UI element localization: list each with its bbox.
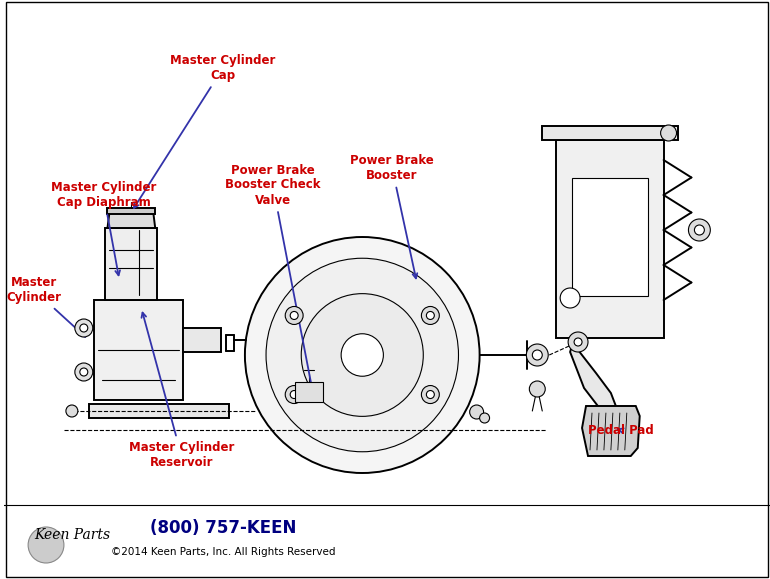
Circle shape <box>529 381 545 397</box>
Text: Master Cylinder
Cap: Master Cylinder Cap <box>134 54 276 208</box>
Polygon shape <box>570 338 616 410</box>
Circle shape <box>290 312 298 320</box>
Circle shape <box>80 368 88 376</box>
Text: Master Cylinder
Cap Diaphram: Master Cylinder Cap Diaphram <box>51 181 156 275</box>
Circle shape <box>75 363 92 381</box>
Circle shape <box>661 125 677 141</box>
Circle shape <box>285 306 303 324</box>
Text: Power Brake
Booster Check
Valve: Power Brake Booster Check Valve <box>225 163 320 395</box>
Circle shape <box>421 386 440 404</box>
Circle shape <box>290 390 298 398</box>
Polygon shape <box>542 126 678 140</box>
Circle shape <box>66 405 78 417</box>
Circle shape <box>480 413 490 423</box>
Circle shape <box>421 306 440 324</box>
Circle shape <box>568 332 588 352</box>
Polygon shape <box>108 208 156 214</box>
Circle shape <box>470 405 484 419</box>
Circle shape <box>75 319 92 337</box>
Circle shape <box>527 344 548 366</box>
Polygon shape <box>94 300 183 400</box>
Circle shape <box>266 258 458 452</box>
Circle shape <box>532 350 542 360</box>
Circle shape <box>560 288 580 308</box>
Text: Power Brake
Booster: Power Brake Booster <box>350 154 434 278</box>
Text: Master Cylinder
Reservoir: Master Cylinder Reservoir <box>129 313 234 469</box>
Circle shape <box>285 386 303 404</box>
Circle shape <box>427 390 434 398</box>
Text: Pedal Pad: Pedal Pad <box>588 423 654 437</box>
FancyBboxPatch shape <box>296 382 323 402</box>
Text: Master
Cylinder: Master Cylinder <box>7 276 85 337</box>
Circle shape <box>427 312 434 320</box>
Circle shape <box>341 334 383 376</box>
Polygon shape <box>105 228 157 300</box>
Circle shape <box>574 338 582 346</box>
Text: Keen Parts: Keen Parts <box>34 528 110 542</box>
Polygon shape <box>89 404 229 418</box>
Circle shape <box>688 219 711 241</box>
Text: (800) 757-KEEN: (800) 757-KEEN <box>150 519 296 537</box>
Text: ©2014 Keen Parts, Inc. All Rights Reserved: ©2014 Keen Parts, Inc. All Rights Reserv… <box>111 547 335 557</box>
Polygon shape <box>572 178 648 296</box>
Circle shape <box>695 225 705 235</box>
Polygon shape <box>556 140 664 338</box>
Polygon shape <box>582 406 640 456</box>
Polygon shape <box>183 328 221 352</box>
Polygon shape <box>108 212 156 228</box>
Circle shape <box>301 294 424 416</box>
Circle shape <box>80 324 88 332</box>
Circle shape <box>28 527 64 563</box>
Circle shape <box>245 237 480 473</box>
